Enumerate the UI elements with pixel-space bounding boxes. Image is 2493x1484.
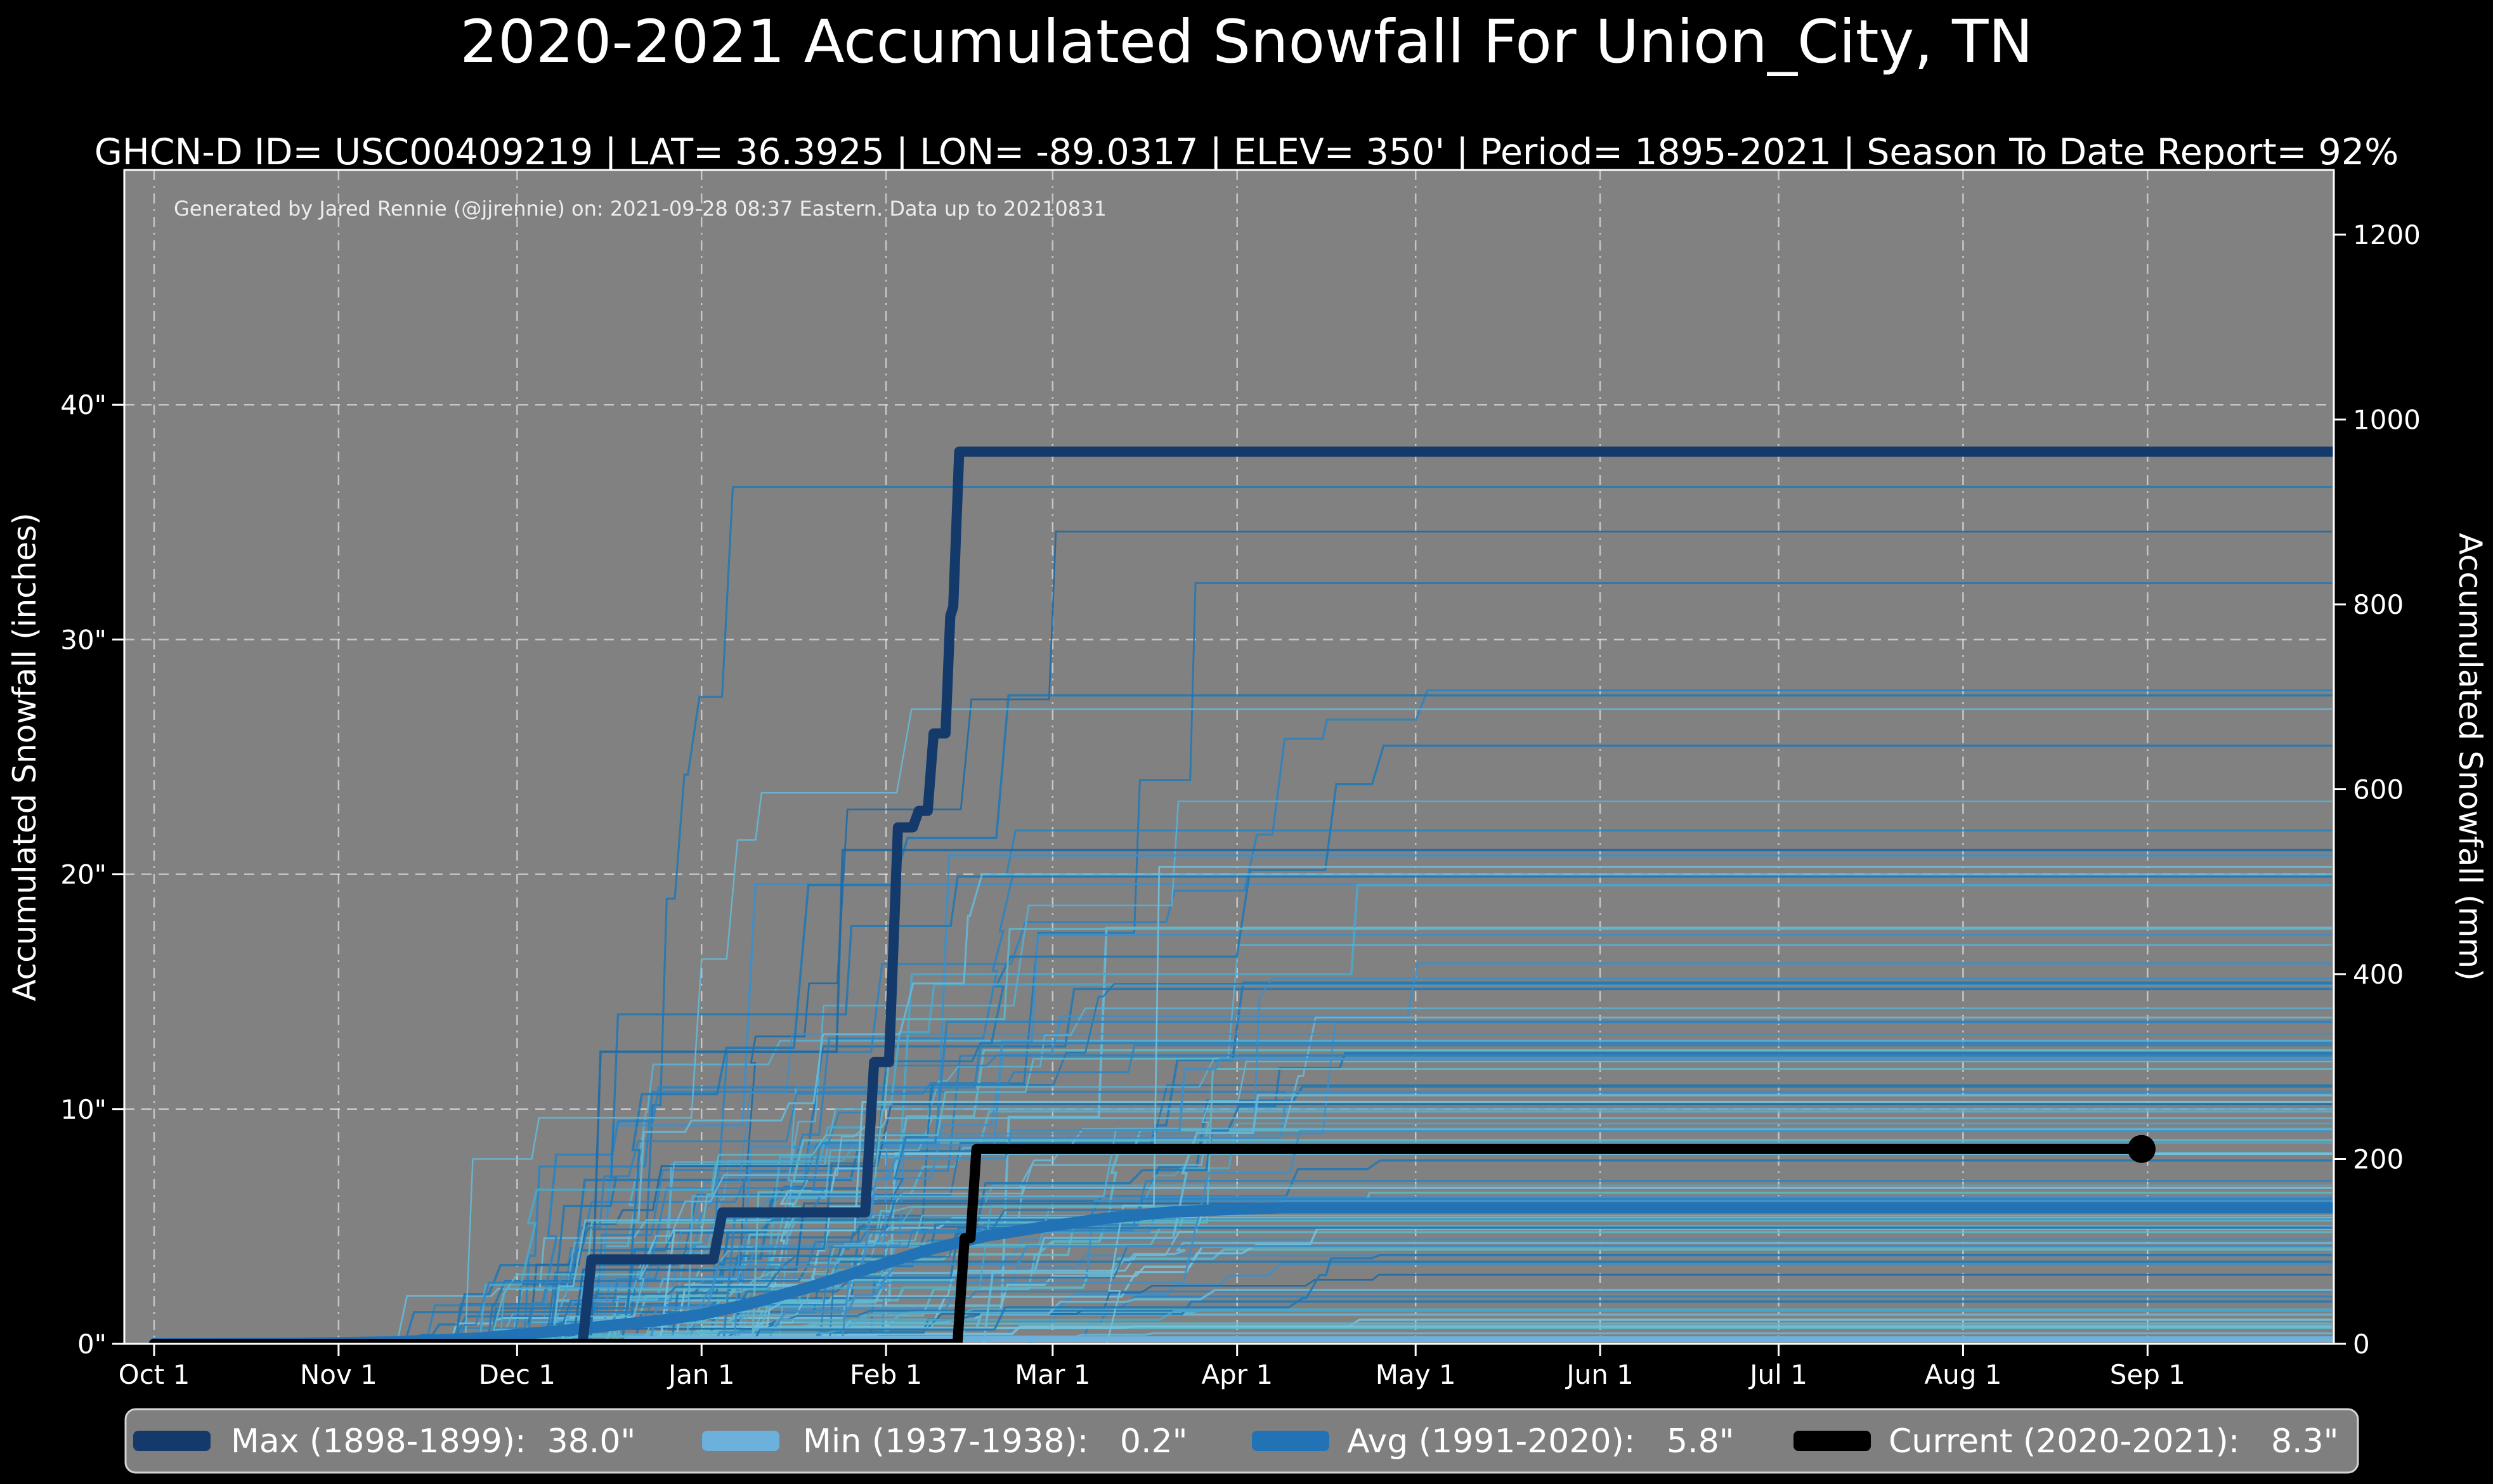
x-tick-label: Oct 1 bbox=[119, 1359, 190, 1390]
year-line bbox=[154, 1100, 2333, 1344]
y-right-tick-label: 0 bbox=[2353, 1329, 2370, 1360]
year-line bbox=[154, 1108, 2333, 1344]
year-line bbox=[154, 927, 2333, 1344]
x-tick-label: Aug 1 bbox=[1924, 1359, 2002, 1390]
credit-annotation: Generated by Jared Rennie (@jjrennie) on… bbox=[174, 197, 1107, 221]
year-line bbox=[154, 1058, 2333, 1344]
year-line bbox=[154, 1094, 2333, 1344]
legend-swatch-min bbox=[702, 1431, 779, 1451]
legend-label-max: Max (1898-1899): 38.0" bbox=[231, 1422, 635, 1461]
y-right-tick-label: 400 bbox=[2353, 959, 2404, 990]
y-right-tick-label: 600 bbox=[2353, 774, 2404, 805]
legend-swatch-avg bbox=[1252, 1431, 1329, 1451]
year-line bbox=[154, 1007, 2333, 1344]
legend-swatch-max bbox=[133, 1431, 211, 1451]
year-line bbox=[154, 1129, 2333, 1344]
year-line bbox=[154, 866, 2333, 1344]
year-line bbox=[154, 1020, 2333, 1344]
y-left-tick-label: 10" bbox=[60, 1094, 107, 1125]
y-right-axis-title: Accumulated Snowfall (mm) bbox=[2452, 533, 2489, 980]
x-tick-label: Jun 1 bbox=[1565, 1359, 1634, 1390]
year-line bbox=[154, 708, 2333, 1344]
avg-line bbox=[148, 1202, 2334, 1344]
legend-label-min: Min (1937-1938): 0.2" bbox=[803, 1422, 1188, 1461]
plot-border bbox=[123, 169, 2335, 1345]
year-line bbox=[154, 694, 2333, 1344]
year-line bbox=[154, 1310, 2333, 1344]
current-line bbox=[149, 1143, 2147, 1344]
x-tick-label: Jan 1 bbox=[667, 1359, 735, 1390]
y-right-tick-label: 1200 bbox=[2353, 219, 2421, 251]
x-tick-label: May 1 bbox=[1376, 1359, 1456, 1390]
legend: Max (1898-1899): 38.0" Min (1937-1938): 0… bbox=[124, 1408, 2359, 1474]
year-line bbox=[154, 854, 2333, 1344]
y-right-tick-label: 200 bbox=[2353, 1144, 2404, 1175]
x-tick-label: Apr 1 bbox=[1201, 1359, 1273, 1390]
legend-item-current: Current (2020-2021): 8.3" bbox=[1793, 1422, 2339, 1461]
year-line bbox=[154, 849, 2333, 1344]
highlight-series bbox=[148, 446, 2334, 1344]
year-line bbox=[154, 1128, 2333, 1344]
x-tick-label: Sep 1 bbox=[2110, 1359, 2185, 1390]
legend-item-avg: Avg (1991-2020): 5.8" bbox=[1252, 1422, 1735, 1461]
x-tick-label: Jul 1 bbox=[1748, 1359, 1807, 1390]
x-tick-label: Nov 1 bbox=[300, 1359, 377, 1390]
year-line bbox=[154, 1058, 2333, 1344]
year-line bbox=[154, 1254, 2333, 1344]
year-line bbox=[154, 1209, 2333, 1344]
y-left-tick-label: 0" bbox=[77, 1329, 107, 1360]
year-line bbox=[154, 873, 2333, 1344]
legend-item-max: Max (1898-1899): 38.0" bbox=[133, 1422, 635, 1461]
tick-marks bbox=[112, 233, 2346, 1356]
year-line bbox=[154, 1044, 2333, 1344]
y-right-tick-label: 1000 bbox=[2353, 405, 2421, 436]
legend-swatch-current bbox=[1793, 1431, 1871, 1451]
max-line bbox=[149, 446, 2334, 1344]
legend-box bbox=[124, 1408, 2359, 1474]
y-left-tick-label: 40" bbox=[60, 389, 107, 420]
page-title: 2020-2021 Accumulated Snowfall For Union… bbox=[460, 8, 2033, 77]
year-line bbox=[154, 883, 2333, 1344]
legend-label-avg: Avg (1991-2020): 5.8" bbox=[1347, 1422, 1735, 1461]
tick-labels: 0" 10" 20" 30" 40" Oct 1 Nov 1 Dec 1 Jan 1 Feb 1 M… bbox=[60, 219, 2421, 1390]
y-left-tick-label: 20" bbox=[60, 859, 107, 890]
year-line bbox=[154, 1022, 2333, 1344]
year-line bbox=[154, 745, 2333, 1344]
year-line bbox=[154, 962, 2333, 1344]
year-line bbox=[154, 983, 2333, 1344]
year-line bbox=[154, 1117, 2333, 1344]
year-line bbox=[154, 875, 2333, 1344]
year-line bbox=[154, 977, 2333, 1344]
y-left-tick-label: 30" bbox=[60, 624, 107, 655]
year-line bbox=[154, 1068, 2333, 1344]
legend-item-min: Min (1937-1938): 0.2" bbox=[702, 1422, 1188, 1461]
station-metadata-subtitle: GHCN-D ID= USC00409219 | LAT= 36.3925 | … bbox=[94, 131, 2399, 173]
legend-label-current: Current (2020-2021): 8.3" bbox=[1889, 1422, 2339, 1461]
y-right-tick-label: 800 bbox=[2353, 589, 2404, 620]
x-tick-label: Feb 1 bbox=[850, 1359, 922, 1390]
x-tick-label: Dec 1 bbox=[479, 1359, 556, 1390]
year-line bbox=[154, 1041, 2333, 1344]
x-tick-label: Mar 1 bbox=[1015, 1359, 1090, 1390]
year-line bbox=[154, 1245, 2333, 1344]
y-left-axis-title: Accumulated Snowfall (inches) bbox=[6, 512, 43, 1001]
year-line bbox=[154, 983, 2333, 1344]
current-end-dot bbox=[2127, 1135, 2156, 1163]
